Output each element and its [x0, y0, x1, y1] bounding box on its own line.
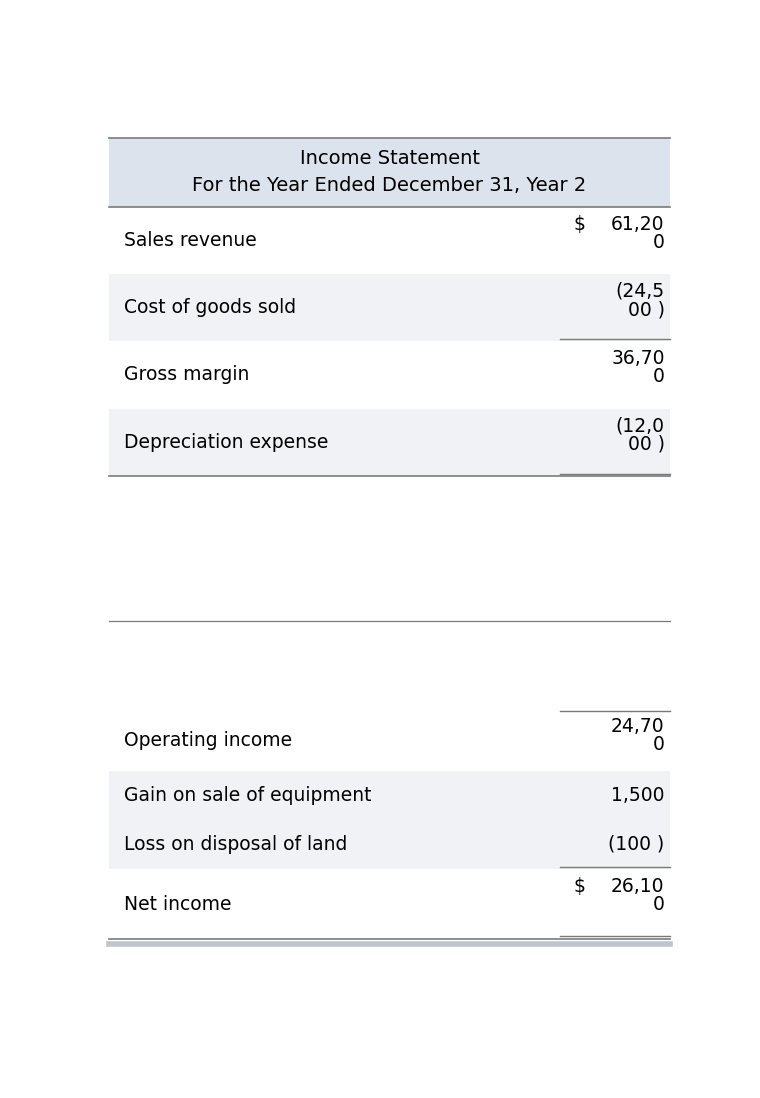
Text: Gain on sale of equipment: Gain on sale of equipment: [125, 785, 372, 805]
Text: 0: 0: [653, 367, 665, 386]
Text: Sales revenue: Sales revenue: [125, 232, 257, 250]
Text: Operating income: Operating income: [125, 730, 293, 750]
Text: Income Statement: Income Statement: [299, 149, 480, 168]
Bar: [109, 138, 670, 208]
Text: Loss on disposal of land: Loss on disposal of land: [125, 834, 348, 854]
Text: 00 ): 00 ): [628, 300, 665, 320]
Text: 0: 0: [653, 895, 665, 915]
Bar: [109, 208, 670, 274]
Text: For the Year Ended December 31, Year 2: For the Year Ended December 31, Year 2: [192, 176, 587, 195]
Text: Cost of goods sold: Cost of goods sold: [125, 299, 296, 317]
Text: $: $: [574, 877, 586, 896]
Text: 00 ): 00 ): [628, 435, 665, 453]
Text: (24,5: (24,5: [616, 282, 665, 301]
Text: Net income: Net income: [125, 895, 232, 914]
Bar: [109, 709, 670, 771]
Text: 61,20: 61,20: [611, 215, 665, 234]
Text: 0: 0: [653, 736, 665, 754]
Text: Depreciation expense: Depreciation expense: [125, 433, 329, 452]
Text: 26,10: 26,10: [611, 877, 665, 896]
Text: Gross margin: Gross margin: [125, 366, 250, 384]
Text: 36,70: 36,70: [611, 349, 665, 368]
Text: 0: 0: [653, 233, 665, 253]
Bar: [109, 819, 670, 870]
Text: (100 ): (100 ): [608, 834, 665, 854]
Bar: [109, 771, 670, 819]
Bar: [109, 408, 670, 475]
Bar: [109, 274, 670, 341]
Bar: [109, 870, 670, 939]
Bar: [109, 341, 670, 408]
Text: $: $: [574, 215, 586, 234]
Text: 24,70: 24,70: [611, 717, 665, 736]
Text: (12,0: (12,0: [616, 416, 665, 436]
Text: 1,500: 1,500: [611, 785, 665, 805]
